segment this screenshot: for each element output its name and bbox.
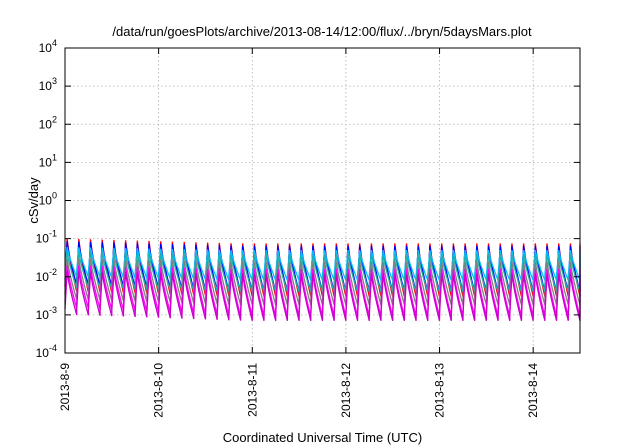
axis-ticks: 10-4 10-3 10-2 10-1 100 101 102 103 104 2013-8-9 2… xyxy=(36,38,580,418)
x-tick-label: 2013-8-9 xyxy=(58,363,72,411)
y-tick-label: 10-4 xyxy=(36,343,57,360)
series-line-5 xyxy=(64,258,581,306)
y-tick-label: 10-1 xyxy=(36,229,57,246)
y-tick-label: 103 xyxy=(39,76,57,93)
y-tick-label: 10-2 xyxy=(36,267,57,284)
series-line-3 xyxy=(64,246,581,281)
series-line-7 xyxy=(64,271,581,321)
x-axis-label: Coordinated Universal Time (UTC) xyxy=(223,430,422,445)
chart-title: /data/run/goesPlots/archive/2013-08-14/1… xyxy=(112,24,532,39)
y-axis-label: cSv/day xyxy=(26,177,41,224)
x-tick-label: 2013-8-14 xyxy=(526,363,540,418)
x-tick-label: 2013-8-13 xyxy=(433,363,447,418)
x-tick-label: 2013-8-12 xyxy=(339,363,353,418)
x-tick-label: 2013-8-11 xyxy=(245,363,259,417)
y-tick-label: 10-3 xyxy=(36,305,57,322)
series-lines xyxy=(64,238,581,321)
series-line-4 xyxy=(64,251,581,293)
series-line-2 xyxy=(64,241,581,293)
x-tick-label: 2013-8-10 xyxy=(152,363,166,418)
y-tick-label: 102 xyxy=(39,114,57,131)
series-line-6 xyxy=(64,265,581,317)
y-tick-label: 101 xyxy=(39,152,57,169)
y-tick-label: 100 xyxy=(39,191,57,208)
y-tick-label: 104 xyxy=(39,38,57,55)
